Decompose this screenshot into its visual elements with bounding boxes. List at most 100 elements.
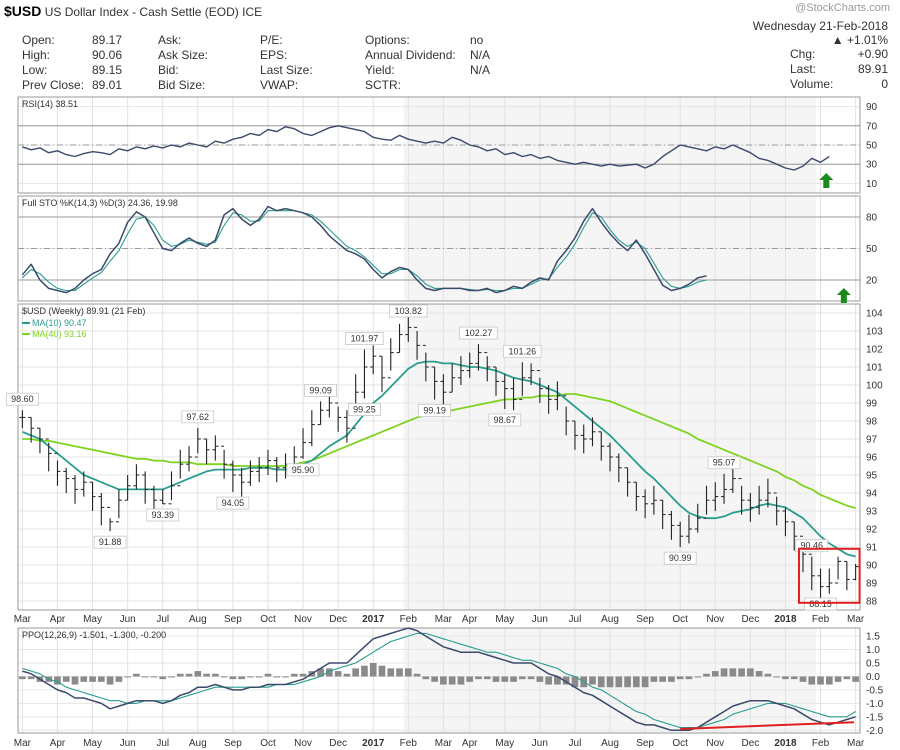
price-label-box <box>181 410 215 424</box>
x-tick-label: May <box>83 738 102 749</box>
ppo-histogram-bar <box>825 676 833 685</box>
sto-y-tick-label: 80 <box>866 213 878 224</box>
x-tick-label: Aug <box>601 614 619 625</box>
ppo-series-line <box>22 627 856 732</box>
price-label-box <box>93 535 127 549</box>
x-tick-label: Apr <box>50 614 66 625</box>
ppo-y-tick-label: 1.0 <box>866 645 880 656</box>
price-point-label: 93.39 <box>151 510 174 520</box>
ppo-signal-line <box>22 632 856 729</box>
price-label-box <box>348 403 381 416</box>
x-tick-label: Jul <box>569 614 582 625</box>
ppo-histogram-bar <box>536 676 544 682</box>
ppo-histogram-bar <box>238 676 245 680</box>
ppo-histogram-bar <box>562 676 570 685</box>
x-tick-label: 2018 <box>774 614 797 625</box>
price-label-box <box>488 413 522 427</box>
price-point-label: 99.25 <box>353 405 376 415</box>
ppo-panel-label: PPO(12,26,9) -1.501, -1.300, -0.200 <box>22 630 166 640</box>
x-tick-label: Oct <box>260 738 276 749</box>
x-tick-label: Feb <box>812 738 830 749</box>
ppo-histogram-bar <box>457 676 465 685</box>
change-percent-value: +1.01% <box>846 33 888 47</box>
ppo-histogram-bar <box>404 668 412 677</box>
x-tick-label: Nov <box>706 614 724 625</box>
quote-date: Wednesday 21-Feb-2018 <box>752 19 888 33</box>
x-tick-label: Dec <box>741 614 759 625</box>
ppo-histogram-bar <box>641 676 649 688</box>
ppo-histogram-bar <box>808 676 816 685</box>
ppo-histogram-bar <box>738 668 745 677</box>
ppo-histogram-bar <box>27 676 35 680</box>
x-tick-label: Feb <box>400 614 418 625</box>
x-tick-label: Mar <box>14 614 32 625</box>
price-point-label: 91.88 <box>99 537 122 547</box>
ppo-histogram-bar <box>799 676 807 682</box>
ppo-histogram-bar <box>387 668 395 677</box>
x-tick-label: Jul <box>156 738 169 749</box>
ppo-histogram-bar <box>343 673 351 677</box>
ppo-histogram-bar <box>589 676 596 685</box>
price-label-box <box>503 344 542 358</box>
ppo-histogram-bar <box>150 676 158 678</box>
price-y-tick-label: 88 <box>866 597 878 608</box>
ppo-histogram-bar <box>501 676 509 682</box>
ppo-histogram-bar <box>159 676 167 680</box>
rsi-y-tick-label: 10 <box>866 179 878 190</box>
ppo-histogram-bar <box>703 673 710 677</box>
misc-fields-label: P/E: <box>260 33 283 47</box>
ppo-histogram-bar <box>378 665 386 677</box>
ppo-histogram-bar <box>115 676 123 682</box>
ppo-histogram-bar <box>19 676 26 680</box>
price-label-box <box>345 332 384 345</box>
ppo-histogram-bar <box>615 676 623 688</box>
ppo-histogram-bar <box>527 676 535 680</box>
ppo-histogram-bar <box>282 676 289 678</box>
price-point-label: 95.07 <box>713 458 736 468</box>
ppo-histogram-bar <box>194 671 202 677</box>
option-fields-label: Options: <box>365 33 410 47</box>
ppo-histogram-bar <box>510 676 517 682</box>
ppo-histogram-bar <box>168 676 175 678</box>
rsi-y-tick-label: 70 <box>866 121 878 132</box>
sto-k-series-line <box>21 205 707 294</box>
sto-up-arrow-icon <box>836 288 851 303</box>
price-y-tick-label: 103 <box>866 327 883 338</box>
ppo-histogram-bar <box>422 676 430 680</box>
price-y-tick-label: 98 <box>866 417 878 428</box>
x-tick-label: Aug <box>189 614 207 625</box>
x-tick-label: 2017 <box>362 738 385 749</box>
ppo-histogram-bar <box>659 676 666 682</box>
option-fields-value: no <box>470 33 484 47</box>
sto-panel-label: Full STO %K(14,3) %D(3) 24.36, 19.98 <box>22 198 178 208</box>
ppo-y-tick-label: 1.5 <box>866 632 880 643</box>
ppo-histogram-bar <box>431 676 438 682</box>
last-value: 89.91 <box>857 62 888 76</box>
x-tick-label: Oct <box>672 738 688 749</box>
ppo-histogram-bar <box>817 676 824 685</box>
price-label-box <box>389 304 428 318</box>
option-fields-label: Annual Dividend: <box>365 48 456 62</box>
last-label: Last: <box>790 62 817 76</box>
rsi-panel-label: RSI(14) 38.51 <box>22 99 78 109</box>
price-label-box <box>418 404 452 417</box>
price-point-label: 101.26 <box>509 346 537 356</box>
ppo-histogram-bar <box>133 673 140 677</box>
ppo-histogram-bar <box>483 676 491 680</box>
x-tick-label: Apr <box>462 614 478 625</box>
x-tick-label: Oct <box>260 614 276 625</box>
sto-y-tick-label: 20 <box>866 276 878 287</box>
ppo-histogram-bar <box>676 676 684 680</box>
price-panel-border <box>17 303 861 611</box>
order-fields-label: Bid: <box>158 63 179 77</box>
ppo-histogram-bar <box>141 676 149 678</box>
price-label-box <box>804 597 837 611</box>
ppo-histogram-bar <box>290 673 298 677</box>
ppo-histogram-bar <box>650 676 658 682</box>
x-tick-label: Feb <box>400 738 418 749</box>
price-point-label: 101.97 <box>351 334 379 344</box>
price-point-label: 95.90 <box>292 465 315 475</box>
rsi-y-tick-label: 90 <box>866 102 878 113</box>
price-y-tick-label: 95 <box>866 471 878 482</box>
